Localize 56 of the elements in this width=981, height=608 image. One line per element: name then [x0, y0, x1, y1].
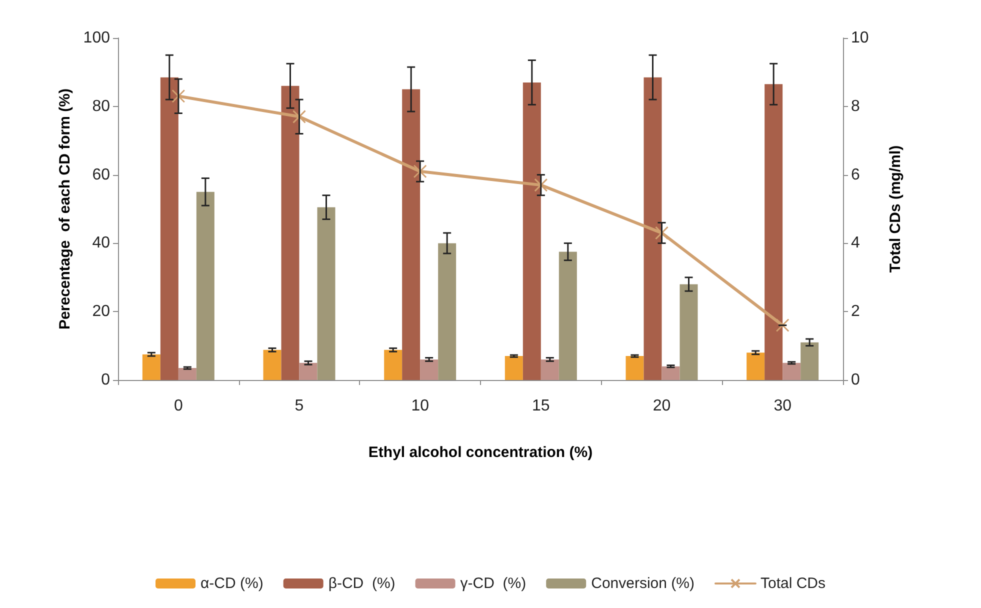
legend-label: Total CDs [760, 575, 826, 592]
bar [196, 192, 214, 380]
point [413, 164, 427, 178]
x-tick-label: 15 [532, 398, 550, 414]
y-tick-label: 100 [83, 30, 110, 46]
point [655, 226, 668, 240]
bar [160, 77, 178, 380]
bar [558, 252, 577, 380]
y-tick-label: 40 [92, 234, 110, 252]
bar [504, 356, 523, 380]
y-tick-label: 0 [101, 372, 110, 388]
bar [662, 366, 680, 380]
point [172, 89, 186, 103]
bar [522, 82, 541, 380]
point [534, 178, 548, 192]
y2-tick-label: 10 [851, 30, 869, 46]
point [776, 318, 790, 332]
bar [800, 342, 819, 380]
x-tick-label: 30 [774, 398, 792, 414]
x-tick-label: 10 [411, 398, 430, 414]
x-axis-title: Ethyl alcohol concentration (%) [368, 444, 593, 461]
y2-tick-label: 8 [851, 98, 860, 115]
y2-tick-label: 6 [851, 166, 860, 184]
bar [420, 359, 438, 380]
bar [626, 356, 644, 380]
bar [782, 362, 801, 380]
bar [540, 359, 559, 380]
bar [438, 243, 456, 380]
bar [317, 207, 336, 380]
bar [299, 362, 318, 380]
bar [142, 354, 160, 380]
legend-label: β-CD (%) [328, 575, 396, 592]
y2-tick-label: 0 [851, 372, 860, 388]
bar [644, 77, 662, 380]
bar [680, 284, 698, 380]
bar [764, 84, 783, 380]
x-tick-label: 20 [652, 398, 671, 414]
y-tick-label: 20 [92, 303, 110, 320]
bar [263, 350, 282, 380]
legend-label: Conversion (%) [591, 575, 694, 592]
y-tick-label: 80 [92, 98, 110, 115]
x-tick-label: 5 [294, 398, 304, 414]
legend-label: α-CD (%) [200, 575, 264, 592]
y2-tick-label: 2 [851, 303, 860, 320]
bar [281, 86, 300, 380]
bar [402, 89, 420, 380]
bar [384, 350, 402, 380]
legend-label: γ-CD (%) [460, 575, 526, 592]
point [292, 110, 306, 124]
bar [178, 368, 196, 380]
x-tick-label: 0 [174, 398, 183, 414]
y-axis-title: Perecentage of each CD form (%) [56, 88, 74, 330]
y-tick-label: 60 [92, 166, 110, 184]
y2-tick-label: 4 [851, 234, 860, 252]
y2-axis-title: Total CDs (mg/ml) [887, 145, 904, 273]
bar [746, 352, 765, 380]
